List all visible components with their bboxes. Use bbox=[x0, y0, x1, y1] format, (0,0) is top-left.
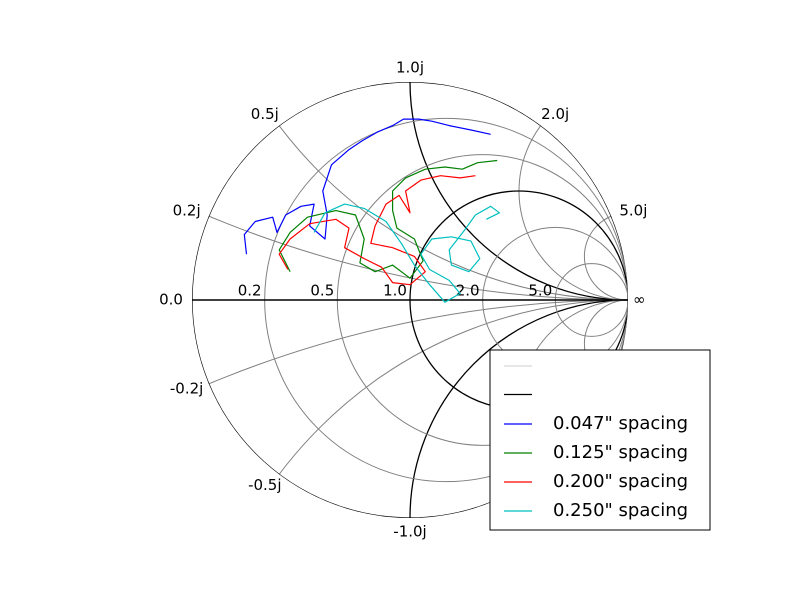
reactance-arc bbox=[583, 212, 628, 301]
resistance-label: 2.0 bbox=[456, 282, 480, 300]
reactance-arc bbox=[192, 82, 628, 301]
resistance-label: 0.5 bbox=[310, 282, 334, 300]
reactance-label: 2.0j bbox=[541, 105, 569, 123]
series-line bbox=[313, 203, 500, 303]
reactance-label: -1.0j bbox=[393, 523, 426, 541]
reactance-label: 5.0j bbox=[619, 201, 647, 219]
reactance-arc bbox=[583, 299, 628, 388]
legend: 0.047" spacing 0.125" spacing 0.200" spaci… bbox=[489, 349, 711, 531]
legend-label: 0.200" spacing bbox=[553, 471, 688, 492]
reactance-label: -0.2j bbox=[170, 380, 203, 398]
infinity-label: ∞ bbox=[633, 291, 646, 309]
reactance-label: 1.0j bbox=[396, 59, 424, 77]
resistance-label: 5.0 bbox=[528, 282, 552, 300]
reactance-arc bbox=[409, 82, 628, 301]
series-line bbox=[278, 159, 498, 279]
legend-label: 0.250" spacing bbox=[553, 500, 688, 521]
legend-label: 0.047" spacing bbox=[553, 413, 688, 434]
resistance-label: 0.2 bbox=[238, 282, 262, 300]
legend-box bbox=[489, 349, 711, 531]
legend-label: 0.125" spacing bbox=[553, 442, 688, 463]
series-line bbox=[243, 118, 491, 255]
reactance-label: 0.2j bbox=[173, 201, 201, 219]
reactance-label: -0.5j bbox=[248, 476, 281, 494]
series-line bbox=[278, 175, 476, 286]
resistance-label: 1.0 bbox=[383, 282, 407, 300]
data bbox=[243, 118, 500, 303]
reactance-label: 0.5j bbox=[251, 105, 279, 123]
resistance-label: 0.0 bbox=[159, 291, 183, 309]
